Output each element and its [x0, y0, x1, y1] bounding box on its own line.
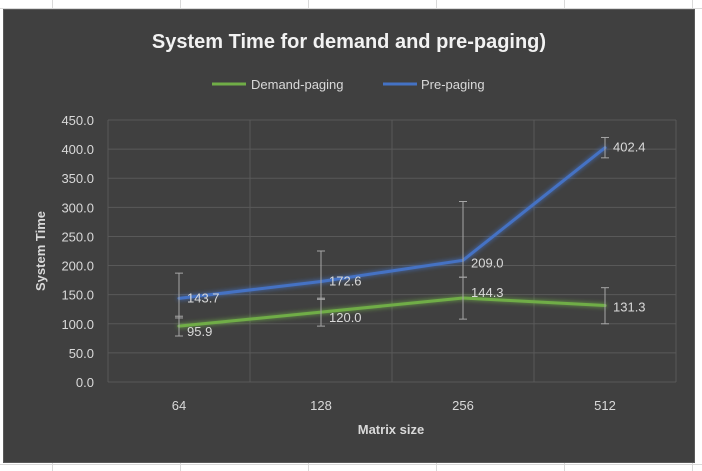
data-label-demand-paging: 131.3 [613, 300, 646, 315]
y-tick-label: 350.0 [61, 171, 94, 186]
x-tick-label: 512 [594, 398, 616, 413]
data-label-demand-paging: 120.0 [329, 310, 362, 325]
error-bar-pre-paging [601, 136, 609, 159]
error-bar-demand-paging [601, 287, 609, 325]
x-tick-label: 256 [452, 398, 474, 413]
data-label-pre-paging: 143.7 [187, 290, 220, 305]
y-tick-label: 400.0 [61, 142, 94, 157]
y-tick-label: 200.0 [61, 259, 94, 274]
data-label-demand-paging: 95.9 [187, 324, 212, 339]
data-label-pre-paging: 209.0 [471, 255, 504, 270]
x-tick-label: 128 [310, 398, 332, 413]
x-axis-title: Matrix size [358, 422, 424, 437]
error-bar-pre-paging [175, 272, 183, 319]
error-bar-pre-paging [317, 250, 325, 300]
y-axis-ticks: 0.0 50.0 100.0 150.0 200.0 250.0 300.0 350.0 400… [61, 113, 94, 390]
y-axis-title: System Time [33, 211, 48, 291]
sheet-gridline [0, 8, 702, 9]
data-label-demand-paging: 144.3 [471, 285, 504, 300]
series-lines [177, 146, 607, 328]
y-tick-label: 300.0 [61, 200, 94, 215]
x-tick-label: 64 [172, 398, 186, 413]
series-line-demand-paging [177, 296, 607, 328]
y-tick-label: 250.0 [61, 229, 94, 244]
y-tick-label: 50.0 [69, 346, 94, 361]
data-label-pre-paging: 172.6 [329, 274, 362, 289]
error-bars [175, 136, 609, 337]
data-labels: 95.9 120.0 144.3 131.3 143.7 172.6 209.0 402.4 [187, 140, 646, 339]
x-axis-ticks: 64 128 256 512 [172, 398, 616, 413]
chart-title: System Time for demand and pre-paging) [152, 31, 546, 53]
legend: Demand-paging Pre-paging [212, 77, 485, 92]
legend-label-pre-paging: Pre-paging [421, 77, 485, 92]
y-tick-label: 0.0 [76, 375, 94, 390]
series-line-pre-paging [177, 146, 607, 300]
sheet-gridline [0, 464, 702, 465]
data-label-pre-paging: 402.4 [613, 140, 646, 155]
error-bar-pre-paging [459, 201, 467, 278]
y-tick-label: 450.0 [61, 113, 94, 128]
y-tick-label: 150.0 [61, 288, 94, 303]
legend-label-demand-paging: Demand-paging [251, 77, 344, 92]
y-tick-label: 100.0 [61, 317, 94, 332]
